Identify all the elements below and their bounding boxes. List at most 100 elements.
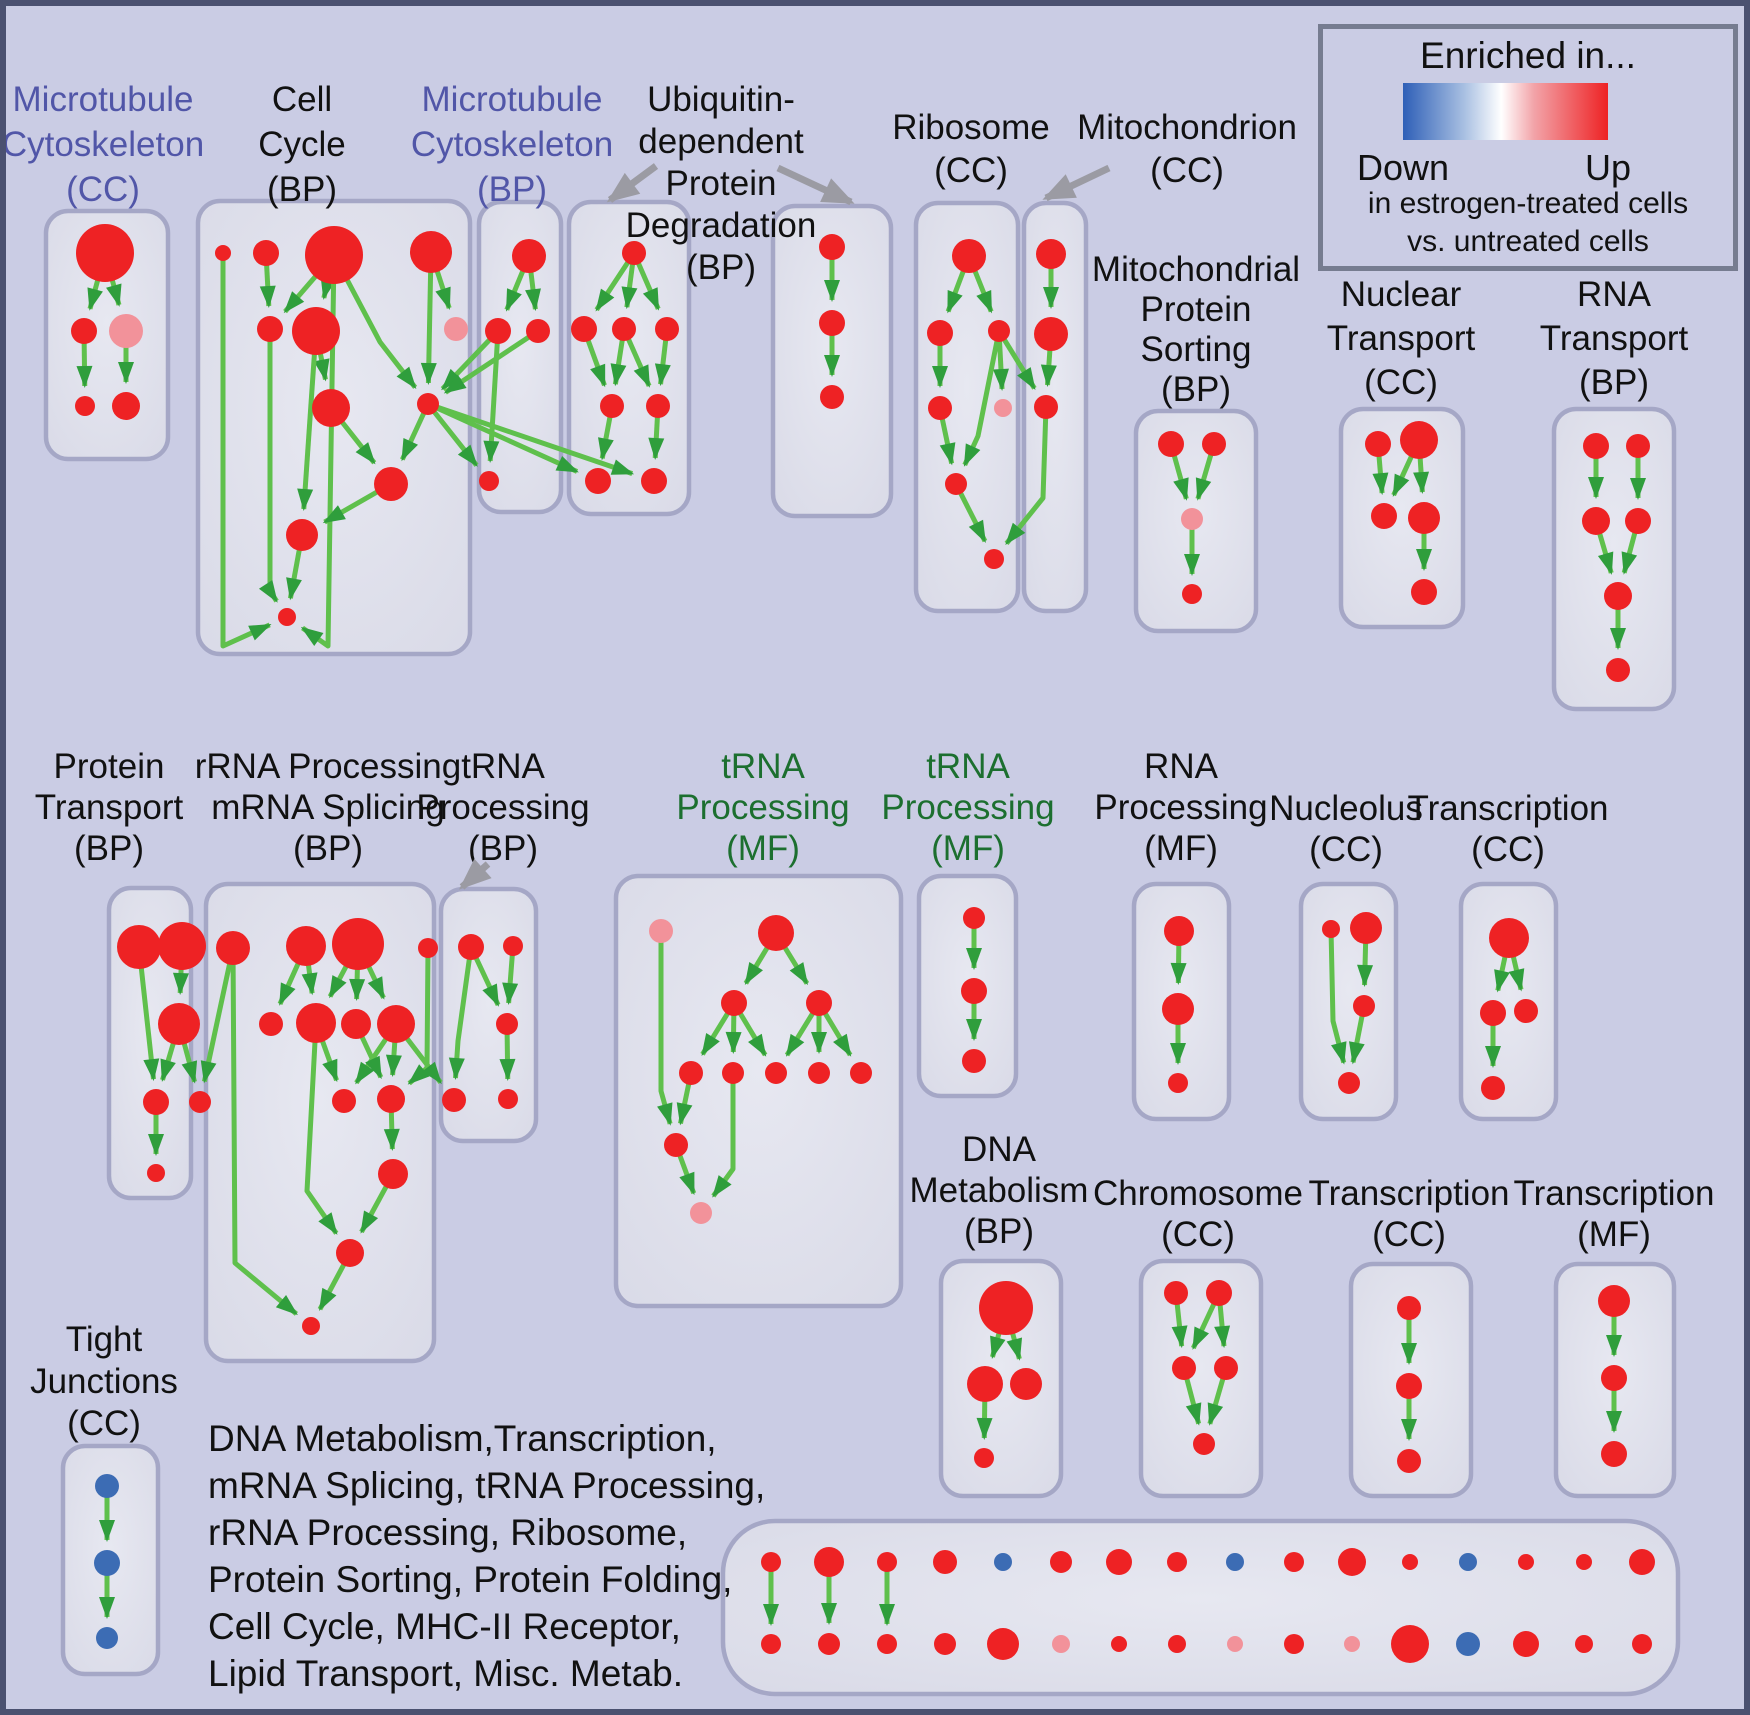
edge-arrow — [996, 329, 1037, 390]
go-term-node — [1106, 1549, 1132, 1575]
cluster-box-rrna — [203, 881, 437, 1364]
go-term-node — [378, 1159, 408, 1189]
go-term-node — [302, 1317, 320, 1335]
cluster-label-rnatrans: RNA Transport (BP) — [1540, 275, 1689, 402]
cluster-label-transcc_bot: Transcription (CC) — [1309, 1174, 1510, 1254]
cluster-label-transcc_mid: Transcription (CC) — [1408, 789, 1609, 869]
go-term-node — [1400, 421, 1438, 459]
go-term-node — [1344, 1636, 1360, 1652]
go-term-node — [690, 1202, 712, 1224]
edge-arrow — [230, 947, 298, 1316]
go-term-node — [1456, 1632, 1480, 1656]
go-term-node — [1206, 1280, 1232, 1306]
go-network-diagram: Microtubule Cytoskeleton (CC) Cell Cycle (BP)… — [6, 80, 1715, 1697]
go-term-node — [1396, 1373, 1422, 1399]
go-term-node — [112, 392, 140, 420]
color-legend: Enriched in... Down Up in estrogen-treat… — [1318, 24, 1738, 271]
legend-title: Enriched in... — [1420, 35, 1636, 76]
go-term-node — [143, 1089, 169, 1115]
go-term-node — [1226, 1553, 1244, 1571]
cluster-label-trnabp: tRNA Processing (BP) — [416, 747, 589, 868]
go-term-node — [1172, 1356, 1196, 1380]
go-term-node — [808, 1062, 830, 1084]
go-term-node — [758, 915, 794, 951]
cluster-box-mt_cc — [43, 208, 171, 462]
go-term-node — [332, 918, 384, 970]
go-term-node — [600, 394, 624, 418]
go-term-node — [444, 317, 468, 341]
go-term-node — [1010, 1368, 1042, 1400]
footnote-cluster-list: DNA Metabolism,Transcription, mRNA Splici… — [208, 1418, 765, 1694]
go-term-node — [1629, 1549, 1655, 1575]
go-term-node — [967, 1366, 1003, 1402]
go-term-node — [1402, 1554, 1418, 1570]
go-term-node — [95, 1474, 119, 1498]
go-term-node — [1353, 995, 1375, 1017]
go-term-node — [1625, 508, 1651, 534]
go-term-node — [655, 317, 679, 341]
go-term-node — [1514, 999, 1538, 1023]
go-term-node — [1365, 431, 1391, 457]
go-term-node — [158, 922, 206, 970]
go-term-node — [458, 934, 484, 960]
labels-layer: Microtubule Cytoskeleton (CC) Cell Cycle (BP)… — [6, 80, 1715, 1694]
edge-arrow — [420, 251, 437, 386]
go-term-node — [646, 394, 670, 418]
go-term-node — [1158, 431, 1184, 457]
go-term-node — [1601, 1441, 1627, 1467]
go-term-node — [216, 931, 250, 965]
edge-arrow — [448, 946, 474, 1081]
legend-down-label: Down — [1356, 147, 1450, 188]
go-term-node — [1459, 1553, 1477, 1571]
cluster-label-prottrans: Protein Transport (BP) — [35, 747, 184, 868]
go-term-node — [649, 919, 673, 943]
go-term-node — [1576, 1554, 1592, 1570]
edge-arrow — [657, 931, 673, 1126]
go-term-node — [1202, 432, 1226, 456]
go-term-node — [818, 1633, 840, 1655]
go-term-node — [147, 1164, 165, 1182]
go-term-node — [1167, 1552, 1187, 1572]
go-term-node — [374, 467, 408, 501]
go-term-node — [721, 990, 747, 1016]
edge-arrow — [1328, 928, 1347, 1065]
cluster-label-chromosome: Chromosome (CC) — [1093, 1174, 1303, 1254]
go-term-node — [612, 317, 636, 341]
legend-up-label: Up — [1584, 147, 1632, 188]
cluster-label-trnamf_small: tRNA Processing (MF) — [881, 747, 1054, 868]
go-term-node — [1480, 1000, 1506, 1026]
go-term-node — [1338, 1548, 1366, 1576]
cluster-box-cellcycle — [195, 198, 473, 657]
cluster-label-trnamf_big: tRNA Processing (MF) — [676, 747, 849, 868]
go-term-node — [1193, 1433, 1215, 1455]
go-term-node — [1284, 1634, 1304, 1654]
go-term-node — [109, 314, 143, 348]
go-term-node — [1632, 1634, 1652, 1654]
go-term-node — [158, 1003, 200, 1045]
go-term-node — [1606, 658, 1630, 682]
go-term-node — [332, 1089, 356, 1113]
go-term-node — [987, 1628, 1019, 1660]
go-term-node — [286, 519, 318, 551]
go-term-node — [253, 240, 279, 266]
legend-gradient-bar — [1403, 83, 1608, 140]
go-term-node — [1518, 1554, 1534, 1570]
edge-arrow — [427, 401, 635, 476]
edge-arrow — [443, 328, 540, 395]
go-term-node — [377, 1085, 405, 1113]
go-term-node — [820, 385, 844, 409]
go-term-node — [257, 316, 283, 342]
go-term-node — [1164, 1281, 1188, 1305]
go-term-node — [933, 1550, 957, 1574]
go-term-node — [877, 1634, 897, 1654]
label-pointer-arrow — [606, 163, 659, 203]
label-pointer-arrow — [776, 164, 855, 206]
cluster-label-mps: Mitochondrial Protein Sorting (BP) — [1092, 250, 1300, 409]
go-term-node — [485, 318, 511, 344]
go-term-node — [819, 234, 845, 260]
go-term-node — [974, 1448, 994, 1468]
go-term-node — [1168, 1073, 1188, 1093]
edge-arrow — [483, 330, 501, 464]
go-term-node — [1583, 433, 1609, 459]
